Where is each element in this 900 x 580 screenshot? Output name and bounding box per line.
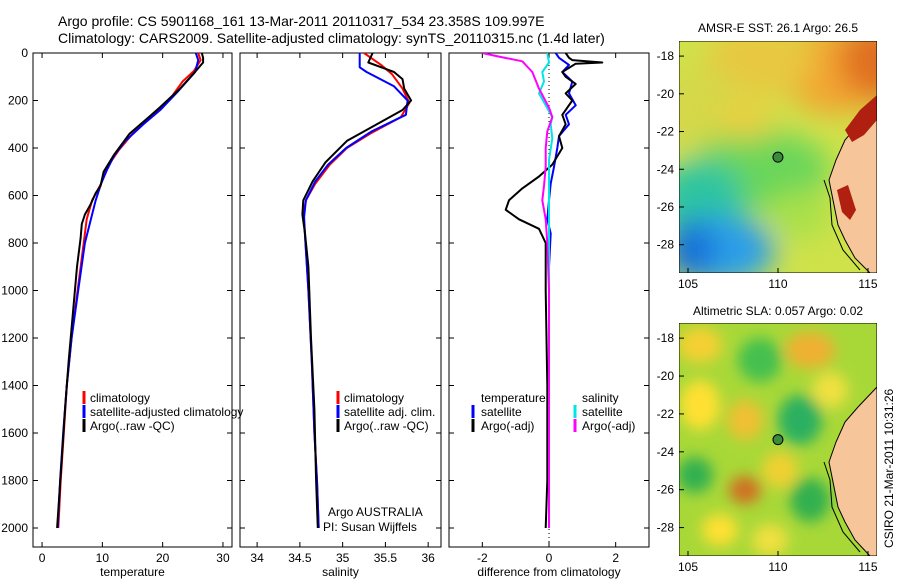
sla-map-axes: 105 110 115 -18 -20 -22 -24 -26 -28 xyxy=(657,331,878,574)
y-tick-label: 1800 xyxy=(1,474,28,488)
annotation-argo-australia: Argo AUSTRALIA xyxy=(328,505,423,519)
figure-title-line1: Argo profile: CS 5901168_161 13-Mar-2011… xyxy=(58,13,545,29)
x-tick-label: 2 xyxy=(612,551,619,565)
map-y-tick-label: -28 xyxy=(657,521,675,535)
credit-stamp: CSIRO 21-Mar-2011 10:31:26 xyxy=(882,388,896,548)
x-tick-label: 30 xyxy=(216,551,230,565)
x-tick-label: 34.5 xyxy=(288,551,312,565)
difference-legend: temperature satellite Argo(-adj) salinit… xyxy=(471,391,635,433)
map-x-tick-label: 115 xyxy=(858,277,877,291)
map-x-tick-label: 105 xyxy=(678,560,698,574)
annotation-pi: PI: Susan Wijffels xyxy=(323,520,417,534)
map-x-tick-label: 110 xyxy=(768,277,787,291)
y-tick-label: 400 xyxy=(8,141,28,155)
argo-position-marker xyxy=(772,434,784,446)
y-tick-label: 0 xyxy=(21,46,28,60)
series-line-temperature-argo-adj- xyxy=(504,53,604,529)
map-y-tick-label: -22 xyxy=(657,125,675,139)
legend-argo: Argo(..raw -QC) xyxy=(90,419,175,433)
salinity-legend: climatology satellite adj. clim. Argo(..… xyxy=(336,391,435,433)
series-group xyxy=(482,53,604,529)
x-tick-label: 35.5 xyxy=(374,551,398,565)
y-tick-label: 600 xyxy=(8,189,28,203)
map-x-tick-label: 105 xyxy=(678,277,698,291)
salinity-panel: 34 34.5 35 35.5 36 salinity xyxy=(239,52,442,579)
map-y-tick-label: -24 xyxy=(657,162,675,176)
legend-climatology: climatology xyxy=(90,391,150,405)
x-axis-label: difference from climatology xyxy=(477,565,620,579)
argo-position-marker xyxy=(772,151,784,163)
legend-satellite: satellite-adjusted climatology xyxy=(90,405,243,419)
sst-map xyxy=(679,41,877,273)
y-tick-label: 1600 xyxy=(1,426,28,440)
x-tick-label: 0 xyxy=(546,551,553,565)
x-tick-label: 34 xyxy=(250,551,264,565)
legend-temp-satellite: satellite xyxy=(481,405,522,419)
temperature-legend: climatology satellite-adjusted climatolo… xyxy=(82,391,243,433)
y-tick-label: 2000 xyxy=(1,521,28,535)
legend-salinity-heading: salinity xyxy=(582,391,619,405)
x-axis-label: salinity xyxy=(322,565,359,579)
y-tick-label: 1200 xyxy=(1,331,28,345)
legend-satellite: satellite adj. clim. xyxy=(344,405,435,419)
x-tick-label: -2 xyxy=(477,551,488,565)
map-y-tick-label: -24 xyxy=(657,445,675,459)
map-y-tick-label: -26 xyxy=(657,200,675,214)
legend-salt-argo: Argo(-adj) xyxy=(582,419,635,433)
series-line-salinity-argo-adj- xyxy=(482,53,554,528)
legend-temperature-heading: temperature xyxy=(481,391,546,405)
legend-temp-argo: Argo(-adj) xyxy=(481,419,534,433)
map-y-tick-label: -20 xyxy=(657,87,675,101)
temperature-panel: 0 10 20 30 temperature 0 200 400 600 800 1000 1200 1… xyxy=(1,46,233,579)
series-line-argo-raw-qc- xyxy=(301,53,413,529)
map-y-tick-label: -18 xyxy=(657,49,675,63)
y-tick-label: 1000 xyxy=(1,284,28,298)
sst-map-axes: 105 110 115 -18 -20 -22 -24 -26 -28 xyxy=(657,49,878,291)
x-tick-label: 20 xyxy=(156,551,170,565)
x-tick-label: 0 xyxy=(39,551,46,565)
sst-map-title: AMSR-E SST: 26.1 Argo: 26.5 xyxy=(698,21,858,35)
y-tick-label: 1400 xyxy=(1,379,28,393)
x-tick-label: 35 xyxy=(336,551,350,565)
series-line-argo-raw-qc- xyxy=(56,53,205,529)
map-x-tick-label: 110 xyxy=(768,560,787,574)
x-tick-label: 10 xyxy=(96,551,110,565)
figure-title-line2: Climatology: CARS2009. Satellite-adjuste… xyxy=(58,30,605,46)
plot-frame xyxy=(32,52,233,548)
map-y-tick-label: -22 xyxy=(657,407,675,421)
sla-map-title: Altimetric SLA: 0.057 Argo: 0.02 xyxy=(693,304,863,318)
map-y-tick-label: -28 xyxy=(657,238,675,252)
series-group xyxy=(56,53,205,529)
legend-climatology: climatology xyxy=(344,391,404,405)
map-y-tick-label: -26 xyxy=(657,483,675,497)
map-y-tick-label: -20 xyxy=(657,369,675,383)
map-x-tick-label: 115 xyxy=(858,560,877,574)
legend-salt-satellite: satellite xyxy=(582,405,623,419)
series-group xyxy=(301,53,413,529)
y-tick-label: 800 xyxy=(8,236,28,250)
x-axis-label: temperature xyxy=(100,565,165,579)
x-tick-label: 36 xyxy=(421,551,435,565)
plot-frame xyxy=(239,52,442,548)
legend-argo: Argo(..raw -QC) xyxy=(344,419,429,433)
sla-map xyxy=(679,323,877,556)
y-tick-label: 200 xyxy=(8,94,28,108)
map-y-tick-label: -18 xyxy=(657,331,675,345)
